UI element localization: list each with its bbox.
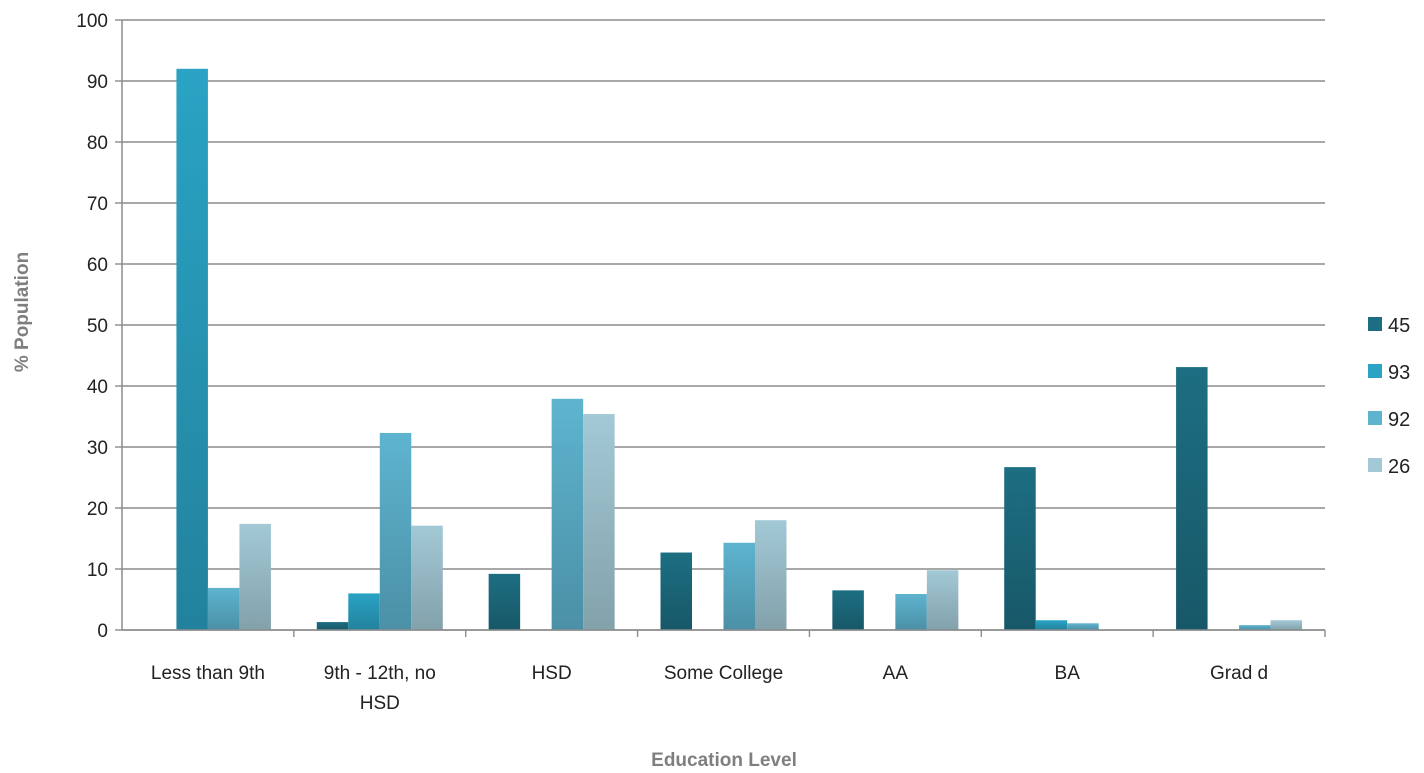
x-category-label: AA — [883, 663, 909, 684]
bar-45-3 — [660, 552, 692, 630]
legend-label: 92 — [1388, 409, 1410, 431]
legend-item: 92 — [1368, 409, 1410, 431]
y-tick-label: 0 — [97, 621, 108, 642]
legend: 45 93 92 26 — [1368, 315, 1410, 478]
bar-93-1 — [348, 593, 380, 630]
bar-26-0 — [239, 523, 271, 630]
bar-93-0 — [176, 68, 208, 631]
y-tick-label: 100 — [76, 11, 108, 32]
legend-swatch — [1368, 458, 1382, 472]
y-tick-label: 80 — [87, 133, 108, 154]
bar-92-3 — [723, 542, 755, 630]
bar-45-6 — [1176, 367, 1208, 630]
legend-label: 26 — [1388, 456, 1410, 478]
x-category-label: Some College — [664, 663, 783, 684]
bar-45-1 — [316, 622, 349, 630]
y-tick-label: 60 — [87, 255, 108, 276]
x-category-label: 9th - 12th, no HSD — [324, 663, 436, 714]
y-tick-label: 20 — [87, 499, 108, 520]
bar-26-4 — [926, 570, 959, 630]
bar-92-2 — [551, 398, 584, 630]
y-tick-label: 40 — [87, 377, 108, 398]
gridlines — [115, 19, 1325, 631]
bar-45-2 — [488, 573, 521, 630]
legend-swatch — [1368, 317, 1382, 331]
bar-26-2 — [583, 414, 615, 630]
x-category-label: Grad d — [1210, 663, 1268, 684]
bar-45-5 — [1004, 467, 1036, 630]
y-tick-label: 90 — [87, 72, 108, 93]
y-tick-label: 50 — [87, 316, 108, 337]
bar-26-1 — [411, 525, 443, 630]
x-category-label: HSD — [532, 663, 572, 684]
x-category-labels: Less than 9th 9th - 12th, no HSD HSD Some Co… — [151, 663, 1268, 714]
bar-92-4 — [895, 594, 927, 630]
x-category-label: BA — [1055, 663, 1081, 684]
y-axis-title: % Population — [12, 252, 33, 372]
legend-swatch — [1368, 364, 1382, 378]
bar-45-4 — [832, 590, 864, 630]
bar-93-5 — [1035, 620, 1068, 630]
legend-item: 93 — [1368, 362, 1410, 384]
bar-92-0 — [207, 587, 240, 630]
bar-92-5 — [1067, 623, 1099, 630]
legend-item: 26 — [1368, 456, 1410, 478]
legend-label: 45 — [1388, 315, 1410, 337]
x-category-label: Less than 9th — [151, 663, 265, 684]
y-tick-label: 10 — [87, 560, 108, 581]
y-tick-label: 70 — [87, 194, 108, 215]
legend-item: 45 — [1368, 315, 1410, 337]
x-axis-title: Education Level — [651, 750, 797, 771]
bars — [176, 68, 1303, 631]
axes — [121, 20, 1326, 637]
legend-label: 93 — [1388, 362, 1410, 384]
y-tick-labels: 0 10 20 30 40 50 60 70 80 90 100 — [76, 11, 108, 642]
bar-92-6 — [1239, 625, 1271, 630]
bar-26-3 — [755, 520, 787, 630]
bar-26-6 — [1270, 620, 1303, 630]
y-tick-label: 30 — [87, 438, 108, 459]
legend-swatch — [1368, 411, 1382, 425]
bar-92-1 — [379, 432, 412, 630]
